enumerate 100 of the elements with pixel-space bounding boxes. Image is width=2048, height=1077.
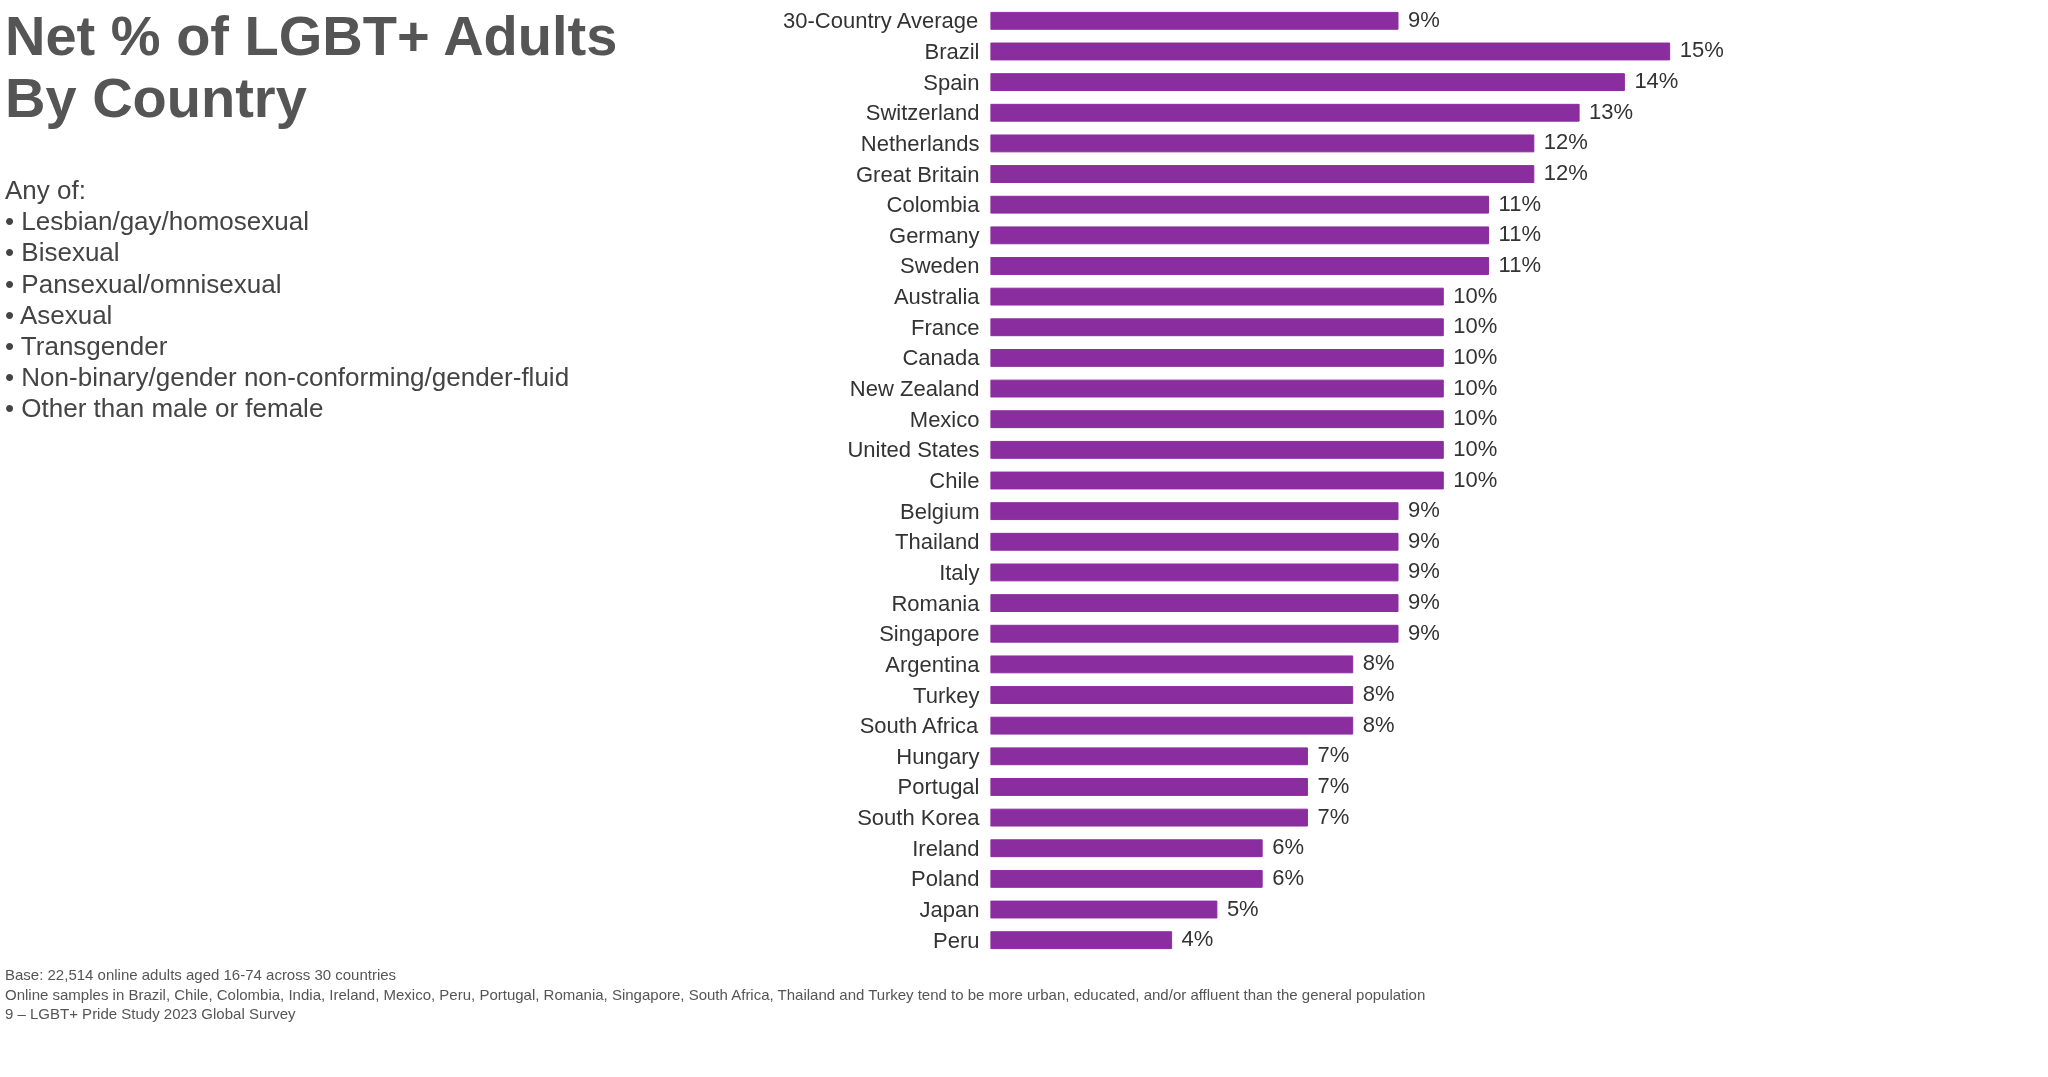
y-tick-label: Canada — [902, 345, 981, 371]
bar — [990, 931, 1173, 950]
y-tick-label: Germany — [889, 222, 980, 248]
text: • Non-binary/gender non-conforming/gender-fluid — [5, 362, 571, 394]
bar — [990, 869, 1263, 888]
data-label: 5% — [1226, 895, 1259, 921]
data-label: 8% — [1362, 681, 1395, 707]
bar — [990, 103, 1580, 122]
y-tick-label: Argentina — [885, 651, 981, 677]
y-tick-label: Netherlands — [860, 130, 980, 156]
data-label: 10% — [1453, 435, 1498, 461]
text: • Pansexual/omnisexual — [5, 268, 283, 300]
y-tick-label: South Korea — [857, 805, 981, 831]
bar — [990, 686, 1354, 704]
bar — [990, 73, 1625, 92]
y-tick-label: Spain — [923, 69, 980, 95]
data-label: 9% — [1408, 6, 1440, 32]
bar — [990, 226, 1490, 245]
data-label: 10% — [1453, 313, 1498, 339]
text: • Asexual — [5, 299, 114, 331]
data-label: 6% — [1272, 864, 1304, 890]
bar — [990, 778, 1308, 796]
data-label: 10% — [1453, 282, 1498, 308]
data-label: 12% — [1543, 129, 1588, 155]
data-label: 14% — [1634, 68, 1679, 94]
y-tick-label: France — [911, 314, 980, 340]
bar — [990, 900, 1218, 919]
y-tick-label: New Zealand — [849, 376, 980, 402]
data-label: 4% — [1181, 926, 1214, 952]
data-label: 10% — [1453, 405, 1498, 431]
y-tick-label: Hungary — [896, 743, 980, 769]
y-tick-label: Turkey — [913, 682, 980, 708]
data-label: 9% — [1408, 558, 1440, 584]
y-tick-label: Australia — [893, 284, 981, 310]
bar — [990, 716, 1354, 735]
data-label: 6% — [1272, 834, 1304, 860]
y-tick-label: Belgium — [900, 498, 980, 524]
text: • Other than male or female — [5, 393, 325, 425]
bar — [990, 655, 1354, 674]
bar — [990, 11, 1399, 30]
bar — [990, 471, 1444, 490]
data-label: 13% — [1589, 98, 1634, 124]
text: Base: 22,514 online adults aged 16-74 across 30 countries — [5, 965, 398, 985]
data-label: 11% — [1498, 190, 1541, 216]
data-label: 7% — [1317, 803, 1350, 829]
data-label: 10% — [1453, 466, 1498, 492]
y-tick-label: United States — [847, 437, 980, 463]
data-label: 9% — [1408, 589, 1440, 615]
bar — [990, 42, 1671, 61]
y-tick-label: Sweden — [900, 253, 980, 279]
y-tick-label: Thailand — [895, 529, 980, 555]
bar — [990, 410, 1444, 429]
bar — [990, 379, 1444, 398]
data-label: 10% — [1453, 374, 1498, 400]
bar — [990, 318, 1444, 337]
bar — [990, 287, 1444, 306]
data-label: 8% — [1362, 650, 1395, 676]
data-label: 15% — [1679, 37, 1724, 63]
bar — [990, 563, 1399, 582]
data-label: 11% — [1498, 251, 1541, 277]
bar — [990, 440, 1444, 459]
y-tick-label: South Africa — [859, 713, 980, 739]
bar — [990, 134, 1535, 153]
y-tick-label: Poland — [911, 866, 980, 892]
text: 9 – LGBT+ Pride Study 2023 Global Survey — [5, 1004, 297, 1024]
y-tick-label: 30-Country Average — [783, 8, 979, 34]
data-label: 10% — [1453, 343, 1498, 369]
bar — [990, 624, 1399, 643]
y-tick-label: Japan — [919, 897, 980, 923]
text: • Lesbian/gay/homosexual — [5, 206, 310, 238]
y-tick-label: Portugal — [897, 774, 980, 800]
bar — [990, 808, 1308, 827]
bar — [990, 195, 1490, 214]
bar — [990, 502, 1399, 521]
text: • Bisexual — [5, 237, 121, 269]
bar — [990, 348, 1444, 367]
y-tick-label: Ireland — [912, 835, 980, 861]
y-tick-label: Chile — [929, 468, 980, 493]
bar — [990, 532, 1399, 551]
y-tick-label: Colombia — [886, 192, 981, 218]
y-tick-label: Mexico — [909, 406, 980, 432]
data-label: 7% — [1317, 772, 1350, 798]
text: Any of: — [5, 175, 87, 207]
text: Online samples in Brazil, Chile, Colombia, India, Ireland, Mexico, Peru, Portugal, Romania, Singapore, South Africa, Thailand and Turkey tend to be more urban, educated, and/or affluent than the general population — [5, 984, 1427, 1004]
data-label: 9% — [1408, 619, 1440, 645]
text: • Transgender — [5, 330, 169, 363]
bar — [990, 747, 1308, 766]
data-label: 7% — [1317, 742, 1350, 768]
text: Net % of LGBT+ Adults By Country — [5, 4, 619, 129]
y-tick-label: Switzerland — [865, 100, 980, 126]
y-tick-label: Italy — [939, 559, 980, 585]
y-tick-label: Romania — [891, 590, 981, 616]
y-tick-label: Brazil — [924, 38, 980, 64]
y-tick-label: Singapore — [879, 621, 980, 647]
bar — [990, 839, 1263, 858]
y-tick-label: Great Britain — [856, 161, 980, 187]
bar — [990, 165, 1535, 183]
data-label: 9% — [1408, 497, 1440, 523]
data-label: 11% — [1498, 221, 1541, 247]
data-label: 8% — [1362, 711, 1395, 737]
